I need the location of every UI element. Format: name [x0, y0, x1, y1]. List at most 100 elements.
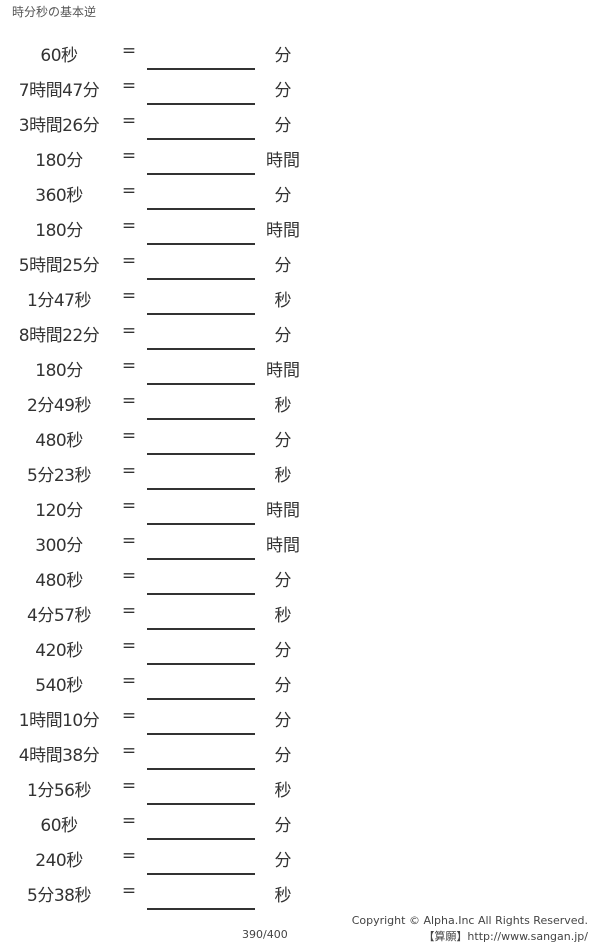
answer-unit: 分 — [274, 116, 292, 136]
equals-sign: = — [121, 76, 137, 96]
answer-blank[interactable] — [147, 243, 255, 245]
answer-blank[interactable] — [147, 558, 255, 560]
problem-row: 540秒 = 分 — [0, 665, 320, 700]
equals-sign: = — [121, 496, 137, 516]
answer-unit: 分 — [274, 676, 292, 696]
answer-blank[interactable] — [147, 208, 255, 210]
equals-sign: = — [121, 426, 137, 446]
problem-question: 360秒 — [35, 186, 83, 206]
answer-unit: 分 — [274, 851, 292, 871]
answer-blank[interactable] — [147, 698, 255, 700]
equals-sign: = — [121, 636, 137, 656]
equals-sign: = — [121, 146, 137, 166]
equals-sign: = — [121, 881, 137, 901]
problem-question: 5分38秒 — [27, 886, 91, 906]
answer-unit: 分 — [274, 256, 292, 276]
answer-blank[interactable] — [147, 803, 255, 805]
equals-sign: = — [121, 181, 137, 201]
answer-blank[interactable] — [147, 453, 255, 455]
answer-blank[interactable] — [147, 593, 255, 595]
answer-blank[interactable] — [147, 418, 255, 420]
answer-unit: 時間 — [266, 151, 300, 171]
worksheet-title: 時分秒の基本逆 — [12, 5, 97, 19]
answer-unit: 時間 — [266, 221, 300, 241]
problem-row: 2分49秒 = 秒 — [0, 385, 320, 420]
answer-blank[interactable] — [147, 873, 255, 875]
problem-row: 1時間10分 = 分 — [0, 700, 320, 735]
answer-blank[interactable] — [147, 278, 255, 280]
equals-sign: = — [121, 391, 137, 411]
problem-row: 300分 = 時間 — [0, 525, 320, 560]
page-number: 390/400 — [242, 928, 288, 941]
equals-sign: = — [121, 41, 137, 61]
answer-unit: 分 — [274, 711, 292, 731]
equals-sign: = — [121, 531, 137, 551]
answer-unit: 秒 — [274, 396, 292, 416]
equals-sign: = — [121, 461, 137, 481]
answer-blank[interactable] — [147, 383, 255, 385]
site-url: 【算願】http://www.sangan.jp/ — [423, 930, 588, 943]
problem-question: 240秒 — [35, 851, 83, 871]
answer-unit: 分 — [274, 571, 292, 591]
equals-sign: = — [121, 741, 137, 761]
answer-blank[interactable] — [147, 173, 255, 175]
answer-unit: 分 — [274, 186, 292, 206]
problem-row: 1分47秒 = 秒 — [0, 280, 320, 315]
problem-question: 540秒 — [35, 676, 83, 696]
problem-row: 420秒 = 分 — [0, 630, 320, 665]
copyright-text: Copyright © Alpha.Inc All Rights Reserve… — [351, 914, 588, 927]
problem-question: 8時間22分 — [18, 326, 100, 346]
answer-blank[interactable] — [147, 523, 255, 525]
answer-blank[interactable] — [147, 768, 255, 770]
problem-question: 5分23秒 — [27, 466, 91, 486]
answer-blank[interactable] — [147, 313, 255, 315]
problem-question: 60秒 — [40, 816, 78, 836]
answer-blank[interactable] — [147, 68, 255, 70]
answer-blank[interactable] — [147, 348, 255, 350]
problem-row: 180分 = 時間 — [0, 210, 320, 245]
problem-question: 180分 — [35, 361, 83, 381]
answer-blank[interactable] — [147, 663, 255, 665]
answer-blank[interactable] — [147, 838, 255, 840]
answer-blank[interactable] — [147, 103, 255, 105]
problem-question: 1時間10分 — [18, 711, 100, 731]
problem-question: 180分 — [35, 151, 83, 171]
problem-question: 2分49秒 — [27, 396, 91, 416]
problem-row: 480秒 = 分 — [0, 560, 320, 595]
problem-question: 120分 — [35, 501, 83, 521]
answer-unit: 分 — [274, 326, 292, 346]
answer-unit: 分 — [274, 81, 292, 101]
equals-sign: = — [121, 111, 137, 131]
equals-sign: = — [121, 776, 137, 796]
answer-unit: 分 — [274, 746, 292, 766]
answer-unit: 分 — [274, 641, 292, 661]
answer-unit: 時間 — [266, 501, 300, 521]
answer-unit: 時間 — [266, 536, 300, 556]
problem-row: 1分56秒 = 秒 — [0, 770, 320, 805]
answer-blank[interactable] — [147, 138, 255, 140]
problem-row: 7時間47分 = 分 — [0, 70, 320, 105]
problem-question: 480秒 — [35, 431, 83, 451]
answer-blank[interactable] — [147, 733, 255, 735]
problem-row: 60秒 = 分 — [0, 805, 320, 840]
answer-blank[interactable] — [147, 908, 255, 910]
equals-sign: = — [121, 566, 137, 586]
problem-question: 1分56秒 — [27, 781, 91, 801]
problem-row: 180分 = 時間 — [0, 140, 320, 175]
problem-row: 5分23秒 = 秒 — [0, 455, 320, 490]
problem-question: 300分 — [35, 536, 83, 556]
answer-unit: 分 — [274, 431, 292, 451]
answer-blank[interactable] — [147, 488, 255, 490]
equals-sign: = — [121, 846, 137, 866]
equals-sign: = — [121, 601, 137, 621]
equals-sign: = — [121, 286, 137, 306]
answer-blank[interactable] — [147, 628, 255, 630]
problem-row: 480秒 = 分 — [0, 420, 320, 455]
answer-unit: 秒 — [274, 606, 292, 626]
problem-question: 180分 — [35, 221, 83, 241]
problem-row: 4時間38分 = 分 — [0, 735, 320, 770]
equals-sign: = — [121, 321, 137, 341]
problem-row: 5分38秒 = 秒 — [0, 875, 320, 910]
problem-row: 8時間22分 = 分 — [0, 315, 320, 350]
